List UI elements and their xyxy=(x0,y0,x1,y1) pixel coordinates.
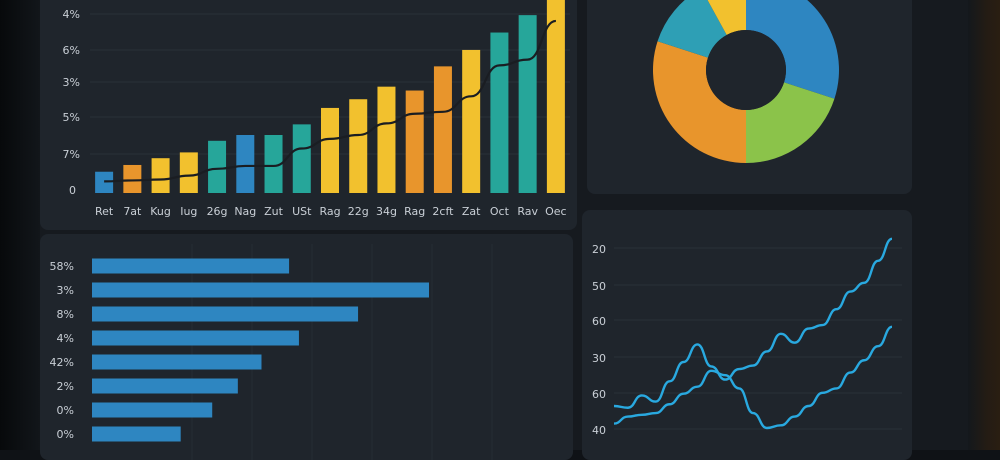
bar xyxy=(92,306,359,322)
bar xyxy=(405,90,424,193)
bar xyxy=(92,354,262,370)
donut-hole xyxy=(706,30,786,110)
y-tick-label: 4% xyxy=(63,8,80,21)
y-axis-ticks: 20 50 60 30 60 40 xyxy=(592,243,606,437)
y-tick-label: 0% xyxy=(57,404,74,417)
x-tick-label: Zut xyxy=(264,205,284,218)
y-tick-label: 40 xyxy=(592,424,606,437)
y-tick-label: 3% xyxy=(57,284,74,297)
x-tick-label: Iug xyxy=(180,205,197,218)
donut-slice xyxy=(653,41,746,163)
donut-slice xyxy=(707,0,746,35)
monitor-bezel-right xyxy=(968,0,1000,450)
y-tick-label: 0 xyxy=(69,184,76,197)
x-tick-label: Rag xyxy=(319,205,340,218)
y-tick-label: 8% xyxy=(57,308,74,321)
bar xyxy=(518,15,537,194)
monitor-bezel-left xyxy=(0,0,40,450)
y-tick-label: 6% xyxy=(63,44,80,57)
donut-chart-panel xyxy=(587,0,912,194)
trend-line xyxy=(104,19,557,183)
bar xyxy=(92,258,290,274)
x-tick-label: Zat xyxy=(462,205,481,218)
bar xyxy=(151,158,170,193)
bar xyxy=(179,152,198,193)
bar xyxy=(433,66,452,193)
y-tick-label: 58% xyxy=(50,260,74,273)
line-chart-panel: 20 50 60 30 60 40 xyxy=(582,210,912,460)
bar xyxy=(462,49,481,193)
bar xyxy=(490,32,509,194)
bar xyxy=(208,140,227,193)
x-tick-label: Oec xyxy=(545,205,566,218)
bar xyxy=(92,402,213,418)
bar xyxy=(236,135,255,193)
y-tick-label: 20 xyxy=(592,243,606,256)
y-tick-label: 2% xyxy=(57,380,74,393)
y-tick-label: 0% xyxy=(57,428,74,441)
bar xyxy=(92,426,181,442)
x-tick-label: Nag xyxy=(234,205,256,218)
bar xyxy=(377,86,396,193)
donut-chart xyxy=(653,0,839,163)
bar xyxy=(92,282,430,298)
bar xyxy=(92,330,299,346)
x-tick-label: USt xyxy=(292,205,312,218)
x-tick-label: Rav xyxy=(517,205,538,218)
x-tick-label: Ret xyxy=(95,205,114,218)
y-tick-label: 60 xyxy=(592,315,606,328)
dashboard-screen: 4% 6% 3% 5% 7% 0 Ret 7at Kug Iug 26g Nag Zut US… xyxy=(40,0,968,460)
bar xyxy=(264,135,283,193)
x-tick-label: 34g xyxy=(376,205,397,218)
line-chart: 20 50 60 30 60 40 xyxy=(592,237,902,437)
y-tick-label: 5% xyxy=(63,111,80,124)
series-line xyxy=(613,325,893,430)
x-tick-label: Rag xyxy=(404,205,425,218)
vertical-bar-chart: 4% 6% 3% 5% 7% 0 Ret 7at Kug Iug 26g Nag Zut US… xyxy=(63,0,570,218)
x-tick-label: 7at xyxy=(123,205,142,218)
donut-slice xyxy=(657,0,727,58)
y-tick-label: 4% xyxy=(57,332,74,345)
bar xyxy=(546,0,565,193)
bar xyxy=(92,378,238,394)
y-tick-label: 30 xyxy=(592,352,606,365)
donut-slice xyxy=(746,82,835,163)
y-tick-label: 42% xyxy=(50,356,74,369)
y-tick-label: 7% xyxy=(63,148,80,161)
y-tick-label: 50 xyxy=(592,280,606,293)
x-tick-label: 22g xyxy=(348,205,369,218)
y-tick-label: 60 xyxy=(592,388,606,401)
series-line xyxy=(613,237,893,409)
donut-slice xyxy=(746,0,839,99)
x-tick-label: 26g xyxy=(207,205,228,218)
y-tick-label: 3% xyxy=(63,76,80,89)
bar xyxy=(123,164,142,193)
bar xyxy=(349,99,368,193)
vertical-bar-chart-panel: 4% 6% 3% 5% 7% 0 Ret 7at Kug Iug 26g Nag Zut US… xyxy=(40,0,577,230)
bar xyxy=(321,107,339,193)
x-tick-label: Kug xyxy=(150,205,171,218)
bar xyxy=(292,124,311,193)
horizontal-bar-chart: 58% 3% 8% 4% 42% 2% 0% 0% xyxy=(50,244,493,460)
x-tick-label: Oct xyxy=(490,205,510,218)
x-tick-label: 2cft xyxy=(432,205,454,218)
y-axis-ticks: 4% 6% 3% 5% 7% 0 xyxy=(63,8,80,197)
horizontal-bar-chart-panel: 58% 3% 8% 4% 42% 2% 0% 0% xyxy=(40,234,573,460)
